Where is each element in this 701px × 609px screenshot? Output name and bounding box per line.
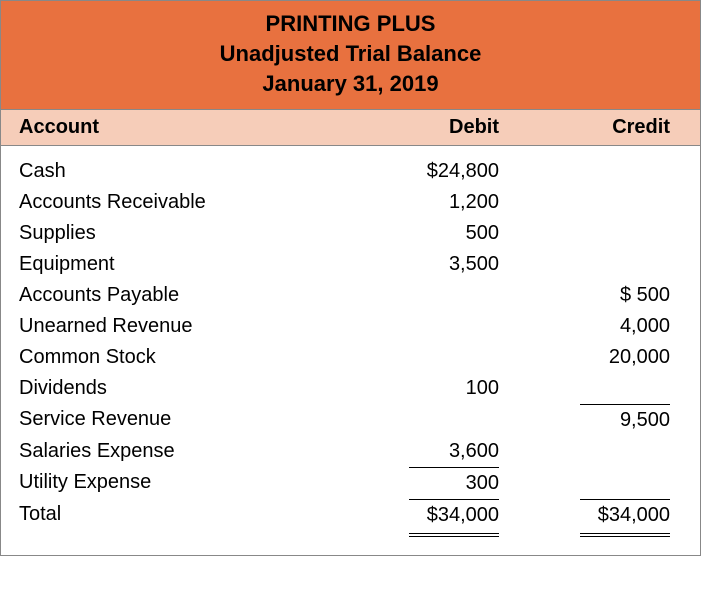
debit-cell: $24,800 bbox=[319, 156, 529, 187]
credit-cell: 20,000 bbox=[529, 342, 700, 373]
debit-cell bbox=[319, 311, 529, 342]
credit-cell bbox=[529, 187, 700, 218]
account-name: Service Revenue bbox=[1, 404, 319, 436]
table-row: Supplies 500 bbox=[1, 218, 700, 249]
debit-cell bbox=[319, 342, 529, 373]
account-name: Equipment bbox=[1, 249, 319, 280]
debit-cell bbox=[319, 280, 529, 311]
table-row: Dividends 100 bbox=[1, 373, 700, 404]
report-date: January 31, 2019 bbox=[1, 71, 700, 97]
col-header-credit: Credit bbox=[529, 116, 700, 139]
credit-cell-value: 20,000 bbox=[580, 342, 670, 373]
table-row: Salaries Expense 3,600 bbox=[1, 436, 700, 467]
credit-cell bbox=[529, 156, 700, 187]
account-name: Accounts Receivable bbox=[1, 187, 319, 218]
credit-cell: $ 500 bbox=[529, 280, 700, 311]
debit-cell-value: $24,800 bbox=[409, 156, 499, 187]
debit-cell: 1,200 bbox=[319, 187, 529, 218]
credit-cell-value: 9,500 bbox=[580, 404, 670, 436]
total-debit-value: $34,000 bbox=[409, 499, 499, 537]
debit-cell: 3,500 bbox=[319, 249, 529, 280]
credit-cell bbox=[529, 436, 700, 467]
table-row: Accounts Payable $ 500 bbox=[1, 280, 700, 311]
credit-cell bbox=[529, 249, 700, 280]
debit-cell: 500 bbox=[319, 218, 529, 249]
debit-cell: 3,600 bbox=[319, 436, 529, 467]
company-name: PRINTING PLUS bbox=[1, 11, 700, 37]
debit-cell-value: 1,200 bbox=[409, 187, 499, 218]
account-name: Supplies bbox=[1, 218, 319, 249]
title-block: PRINTING PLUS Unadjusted Trial Balance J… bbox=[1, 1, 700, 110]
table-row: Utility Expense 300 bbox=[1, 467, 700, 499]
report-title: Unadjusted Trial Balance bbox=[1, 41, 700, 67]
column-header-row: Account Debit Credit bbox=[1, 110, 700, 146]
table-row: Unearned Revenue 4,000 bbox=[1, 311, 700, 342]
account-name: Utility Expense bbox=[1, 467, 319, 499]
table-row: Equipment 3,500 bbox=[1, 249, 700, 280]
table-row: Accounts Receivable 1,200 bbox=[1, 187, 700, 218]
debit-cell-value: 3,600 bbox=[409, 436, 499, 467]
debit-cell bbox=[319, 404, 529, 436]
debit-cell-value: 100 bbox=[409, 373, 499, 404]
debit-cell-value: 500 bbox=[409, 218, 499, 249]
account-name: Unearned Revenue bbox=[1, 311, 319, 342]
credit-cell-value: 4,000 bbox=[580, 311, 670, 342]
trial-balance-sheet: PRINTING PLUS Unadjusted Trial Balance J… bbox=[0, 0, 701, 556]
col-header-debit: Debit bbox=[319, 116, 529, 139]
account-name: Dividends bbox=[1, 373, 319, 404]
total-credit: $34,000 bbox=[529, 499, 700, 537]
credit-cell: 4,000 bbox=[529, 311, 700, 342]
total-row: Total $34,000 $34,000 bbox=[1, 499, 700, 537]
debit-cell: 100 bbox=[319, 373, 529, 404]
total-label: Total bbox=[1, 499, 319, 537]
table-row: Cash $24,800 bbox=[1, 156, 700, 187]
credit-cell bbox=[529, 218, 700, 249]
debit-cell: 300 bbox=[319, 467, 529, 499]
table-body: Cash$24,800Accounts Receivable1,200Suppl… bbox=[1, 146, 700, 555]
total-credit-value: $34,000 bbox=[580, 499, 670, 537]
col-header-account: Account bbox=[1, 116, 319, 139]
debit-cell-value: 300 bbox=[409, 467, 499, 499]
credit-cell bbox=[529, 467, 700, 499]
credit-cell bbox=[529, 373, 700, 404]
account-name: Cash bbox=[1, 156, 319, 187]
debit-cell-value: 3,500 bbox=[409, 249, 499, 280]
credit-cell-value: $ 500 bbox=[580, 280, 670, 311]
account-name: Accounts Payable bbox=[1, 280, 319, 311]
credit-cell: 9,500 bbox=[529, 404, 700, 436]
account-name: Salaries Expense bbox=[1, 436, 319, 467]
account-name: Common Stock bbox=[1, 342, 319, 373]
table-row: Common Stock 20,000 bbox=[1, 342, 700, 373]
table-row: Service Revenue 9,500 bbox=[1, 404, 700, 436]
total-debit: $34,000 bbox=[319, 499, 529, 537]
